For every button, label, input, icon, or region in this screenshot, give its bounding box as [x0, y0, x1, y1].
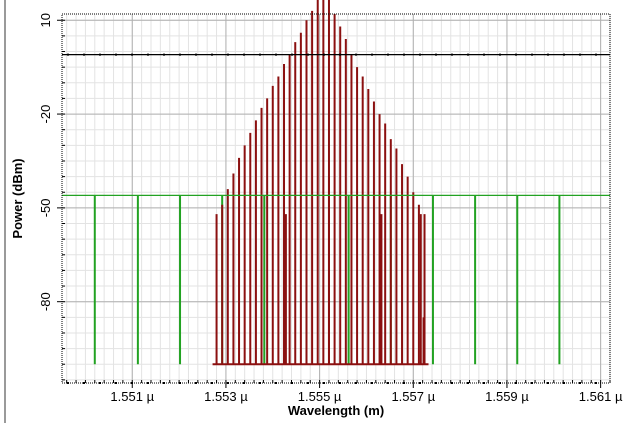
- bottom-axis-marker: [211, 382, 213, 384]
- bottom-axis-marker: [243, 382, 245, 384]
- bottom-axis-marker: [515, 382, 517, 384]
- reference-lines-layer: [62, 53, 610, 196]
- black-level-marker: [147, 53, 149, 56]
- x-tick-label: 1.561 µ: [579, 389, 623, 404]
- black-level-marker: [339, 53, 341, 56]
- bottom-axis-marker: [531, 382, 533, 384]
- bottom-axis-marker: [595, 382, 597, 384]
- bottom-axis-marker: [67, 382, 69, 384]
- black-level-marker: [467, 53, 469, 56]
- y-tick-label: -50: [38, 198, 53, 217]
- black-level-marker: [195, 53, 197, 56]
- black-level-marker: [403, 53, 405, 56]
- black-level-marker: [387, 53, 389, 56]
- black-level-marker: [547, 53, 549, 56]
- x-tick-label: 1.553 µ: [204, 389, 248, 404]
- x-tick-label: 1.551 µ: [110, 389, 154, 404]
- y-tick-label: 10: [38, 13, 53, 27]
- y-tick-label: -20: [38, 105, 53, 124]
- black-level-marker: [211, 53, 213, 56]
- black-level-marker: [355, 53, 357, 56]
- black-level-marker: [67, 53, 69, 56]
- bottom-axis-marker: [339, 382, 341, 384]
- window-left-border: [4, 0, 6, 423]
- bottom-axis-marker: [195, 382, 197, 384]
- x-axis-label: Wavelength (m): [288, 403, 384, 418]
- bottom-axis-marker: [307, 382, 309, 384]
- bottom-axis-marker: [99, 382, 101, 384]
- y-axis-label: Power (dBm): [10, 158, 25, 238]
- black-level-marker: [131, 53, 133, 56]
- bottom-axis-marker: [147, 382, 149, 384]
- bottom-axis-marker: [579, 382, 581, 384]
- bottom-axis-marker: [563, 382, 565, 384]
- x-tick-label: 1.557 µ: [391, 389, 435, 404]
- black-level-marker: [531, 53, 533, 56]
- y-axis: 10 -20 -50 -80: [38, 13, 65, 381]
- black-level-marker: [275, 53, 277, 56]
- bottom-axis-marker: [547, 382, 549, 384]
- black-level-marker: [595, 53, 597, 56]
- bottom-axis-marker: [419, 382, 421, 384]
- red-series-layer: [212, 0, 429, 366]
- bottom-axis-marker: [259, 382, 261, 384]
- black-level-marker: [99, 53, 101, 56]
- green-series-layer: [93, 195, 561, 365]
- black-level-marker: [83, 53, 85, 56]
- bottom-axis-marker: [179, 382, 181, 384]
- x-tick-label: 1.555 µ: [298, 389, 342, 404]
- black-level-marker: [499, 53, 501, 56]
- bottom-axis-marker: [435, 382, 437, 384]
- black-level-marker: [227, 53, 229, 56]
- black-level-marker: [419, 53, 421, 56]
- black-level-marker: [291, 53, 293, 56]
- black-level-marker: [563, 53, 565, 56]
- bottom-axis-marker: [115, 382, 117, 384]
- y-tick-label: -80: [38, 292, 53, 311]
- black-level-marker: [243, 53, 245, 56]
- bottom-axis-marker: [451, 382, 453, 384]
- black-level-marker: [179, 53, 181, 56]
- bottom-axis-marker: [291, 382, 293, 384]
- bottom-axis-marker: [483, 382, 485, 384]
- bottom-axis-marker: [131, 382, 133, 384]
- black-level-marker: [307, 53, 309, 56]
- grid-layer: [62, 14, 611, 383]
- black-level-marker: [371, 53, 373, 56]
- black-level-marker: [579, 53, 581, 56]
- bottom-axis-marker: [163, 382, 165, 384]
- bottom-axis-marker: [499, 382, 501, 384]
- bottom-axis-marker: [371, 382, 373, 384]
- bottom-axis-marker: [467, 382, 469, 384]
- black-level-marker: [483, 53, 485, 56]
- x-axis: 1.551 µ 1.553 µ 1.555 µ 1.557 µ 1.559 µ 1.561…: [66, 380, 623, 404]
- black-level-marker: [259, 53, 261, 56]
- bottom-axis-marker: [275, 382, 277, 384]
- bottom-axis-marker: [355, 382, 357, 384]
- black-level-marker: [435, 53, 437, 56]
- black-level-marker: [115, 53, 117, 56]
- bottom-axis-marker: [403, 382, 405, 384]
- bottom-axis-marker: [83, 382, 85, 384]
- x-tick-label: 1.559 µ: [485, 389, 529, 404]
- black-level-marker: [163, 53, 165, 56]
- black-level-marker: [323, 53, 325, 56]
- bottom-axis-marker: [323, 382, 325, 384]
- bottom-axis-marker: [387, 382, 389, 384]
- black-level-marker: [515, 53, 517, 56]
- bottom-axis-marker: [227, 382, 229, 384]
- black-level-marker: [451, 53, 453, 56]
- plot-frame: [61, 13, 611, 384]
